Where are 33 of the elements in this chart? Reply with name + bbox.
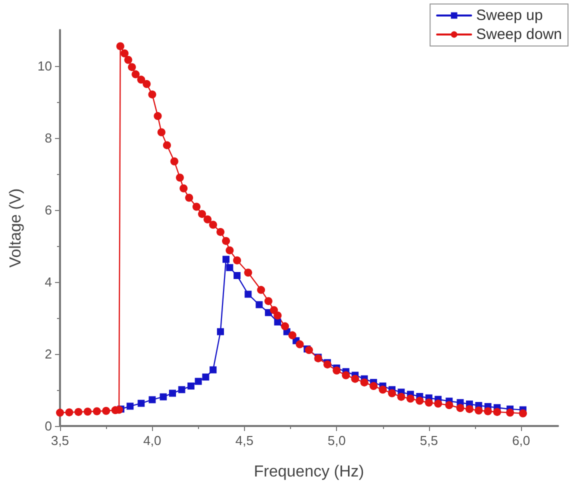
x-tick-label: 5,0 — [328, 433, 346, 448]
point — [187, 382, 194, 390]
point — [274, 318, 282, 326]
point — [222, 256, 230, 263]
y-tick-label: 4 — [44, 274, 52, 290]
point — [234, 272, 241, 280]
legend-label: Sweep down — [476, 26, 562, 43]
point — [244, 290, 252, 298]
y-tick-label: 10 — [38, 58, 52, 74]
legend-label: Sweep up — [476, 7, 543, 24]
point — [202, 374, 210, 381]
y-tick-label: 6 — [44, 202, 52, 218]
point — [194, 378, 202, 385]
y-axis-title: Voltage (V) — [8, 188, 24, 268]
point — [138, 400, 145, 407]
point — [126, 402, 134, 410]
point — [210, 366, 217, 374]
point — [160, 393, 167, 400]
y-tick-label: 0 — [44, 418, 52, 434]
point — [216, 328, 224, 336]
y-tick-label: 8 — [44, 130, 52, 146]
x-tick-label: 3,5 — [50, 433, 70, 448]
x-tick-label: 4,5 — [235, 433, 254, 448]
x-tick-label: 4,0 — [143, 433, 162, 448]
x-axis-title: Frequency (Hz) — [254, 464, 364, 480]
y-tick-label: 2 — [44, 346, 52, 362]
x-tick-label: 6,0 — [512, 433, 530, 448]
point — [226, 264, 234, 272]
x-tick-label: 5,5 — [420, 433, 438, 448]
point — [256, 301, 263, 308]
point — [148, 396, 156, 404]
point — [169, 390, 176, 397]
point — [178, 386, 186, 394]
